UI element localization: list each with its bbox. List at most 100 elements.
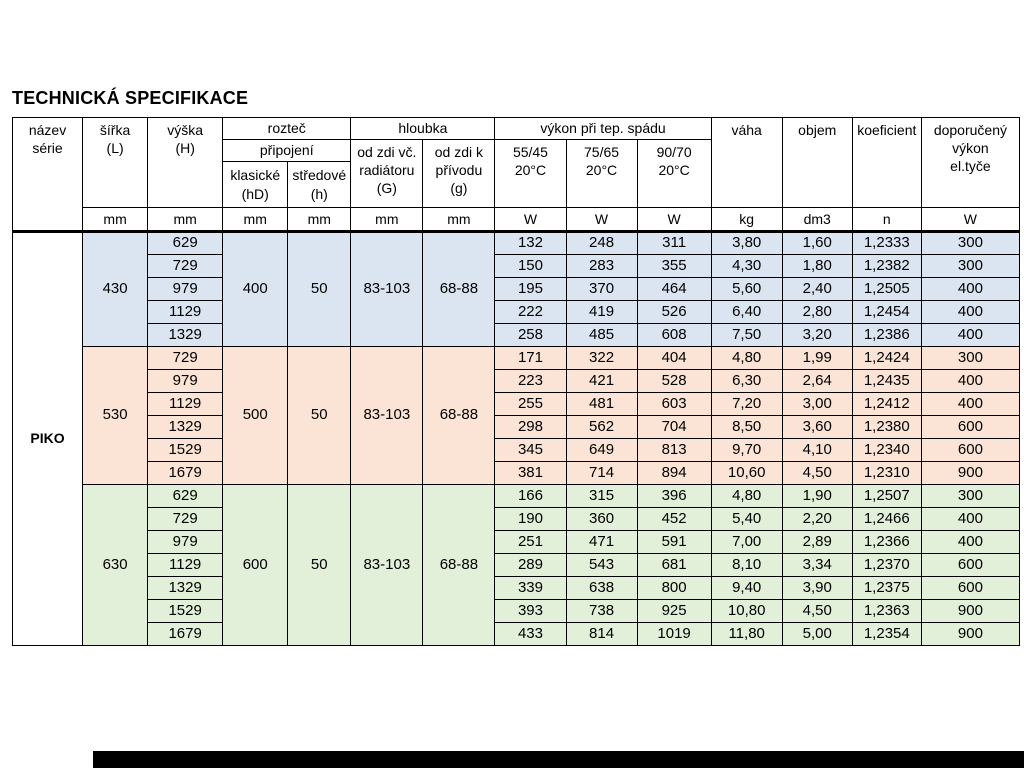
weight-cell: 6,30 xyxy=(710,369,783,393)
weight-cell: 8,50 xyxy=(710,415,783,439)
unit-w3: W xyxy=(636,207,712,233)
power-90-70-cell: 526 xyxy=(636,300,712,324)
power-90-70-cell: 355 xyxy=(636,254,712,278)
depth-g-cell: 68-88 xyxy=(422,484,496,646)
recommended-power-cell: 600 xyxy=(920,553,1021,577)
coefficient-cell: 1,2386 xyxy=(851,323,922,347)
table-row: 979 223 421 528 6,30 2,64 1,2435 400 xyxy=(13,369,1021,393)
width-cell: 530 xyxy=(82,346,149,485)
power-75-65-cell: 248 xyxy=(565,230,638,255)
header-vyska: výška (H) xyxy=(147,117,224,208)
weight-cell: 5,40 xyxy=(710,507,783,531)
header-pripojeni: připojení xyxy=(222,139,352,162)
header-row-1: název série šířka (L) výška (H) rozteč h… xyxy=(11,117,1021,232)
weight-cell: 5,60 xyxy=(710,277,783,301)
weight-cell: 8,10 xyxy=(710,553,783,577)
volume-cell: 3,60 xyxy=(781,415,853,439)
header-hloubka: hloubka xyxy=(350,117,496,140)
power-75-65-cell: 481 xyxy=(565,392,638,416)
table-row: 729 190 360 452 5,40 2,20 1,2466 400 xyxy=(13,507,1021,531)
pitch-central-cell: 50 xyxy=(287,484,352,646)
spec-table-body: PIKO 430 629 400 50 83-103 68-88 132 248 311 3,80 1… xyxy=(11,230,1021,646)
table-row: 530 729 500 50 83-103 68-88 171 322 404 4,80 1,99 1… xyxy=(13,346,1021,485)
depth-g-cell: 68-88 xyxy=(422,230,496,347)
power-90-70-cell: 681 xyxy=(636,553,712,577)
power-90-70-cell: 813 xyxy=(636,438,712,462)
coefficient-cell: 1,2354 xyxy=(851,622,922,646)
power-90-70-cell: 464 xyxy=(636,277,712,301)
power-90-70-cell: 704 xyxy=(636,415,712,439)
power-55-45-cell: 298 xyxy=(494,415,567,439)
coefficient-cell: 1,2382 xyxy=(851,254,922,278)
coefficient-cell: 1,2507 xyxy=(851,484,922,508)
power-75-65-cell: 421 xyxy=(565,369,638,393)
power-75-65-cell: 315 xyxy=(565,484,638,508)
header-sirka: šířka (L) xyxy=(82,117,149,208)
depth-G-cell: 83-103 xyxy=(350,484,424,646)
power-55-45-cell: 223 xyxy=(494,369,567,393)
header-stredove: středové (h) xyxy=(287,161,352,208)
depth-G-cell: 83-103 xyxy=(350,346,424,485)
table-row: 1129 222 419 526 6,40 2,80 1,2454 400 xyxy=(13,300,1021,324)
power-90-70-cell: 404 xyxy=(636,346,712,370)
power-55-45-cell: 132 xyxy=(494,230,567,255)
volume-cell: 1,60 xyxy=(781,230,853,255)
weight-cell: 10,80 xyxy=(710,599,783,623)
power-75-65-cell: 360 xyxy=(565,507,638,531)
series-name-cell: PIKO xyxy=(11,230,84,646)
recommended-power-cell: 600 xyxy=(920,576,1021,600)
coefficient-cell: 1,2375 xyxy=(851,576,922,600)
height-cell: 1329 xyxy=(147,323,224,347)
table-row: 1679 381 714 894 10,60 4,50 1,2310 900 xyxy=(13,461,1021,485)
coefficient-cell: 1,2435 xyxy=(851,369,922,393)
header-nazev-serie: název série xyxy=(11,117,84,232)
height-cell: 1329 xyxy=(147,415,224,439)
power-75-65-cell: 543 xyxy=(565,553,638,577)
recommended-power-cell: 900 xyxy=(920,622,1021,646)
volume-cell: 3,34 xyxy=(781,553,853,577)
page-title: TECHNICKÁ SPECIFIKACE xyxy=(12,88,249,108)
volume-cell: 4,50 xyxy=(781,599,853,623)
coefficient-cell: 1,2363 xyxy=(851,599,922,623)
volume-cell: 2,40 xyxy=(781,277,853,301)
power-90-70-cell: 528 xyxy=(636,369,712,393)
header-temp-75-65: 75/65 20°C xyxy=(565,139,638,208)
recommended-power-cell: 400 xyxy=(920,277,1021,301)
height-cell: 1129 xyxy=(147,392,224,416)
header-row-2: připojení od zdi vč. radiátoru (G) od zd… xyxy=(13,139,1020,208)
pitch-classic-cell: 500 xyxy=(222,346,289,485)
recommended-power-cell: 600 xyxy=(920,438,1021,462)
weight-cell: 11,80 xyxy=(710,622,783,646)
coefficient-cell: 1,2412 xyxy=(851,392,922,416)
header-vykon: výkon při tep. spádu xyxy=(494,117,712,140)
power-55-45-cell: 345 xyxy=(494,438,567,462)
width-cell: 430 xyxy=(82,230,149,347)
depth-G-cell: 83-103 xyxy=(350,230,424,347)
power-75-65-cell: 814 xyxy=(565,622,638,646)
volume-cell: 1,80 xyxy=(781,254,853,278)
header-roztec: rozteč xyxy=(222,117,352,140)
weight-cell: 7,00 xyxy=(710,530,783,554)
power-75-65-cell: 638 xyxy=(565,576,638,600)
unit-koeficient: n xyxy=(851,207,922,233)
height-cell: 729 xyxy=(147,507,224,531)
recommended-power-cell: 600 xyxy=(920,415,1021,439)
weight-cell: 10,60 xyxy=(710,461,783,485)
volume-cell: 2,89 xyxy=(781,530,853,554)
height-cell: 629 xyxy=(147,484,224,508)
recommended-power-cell: 900 xyxy=(920,599,1021,623)
weight-cell: 9,70 xyxy=(710,438,783,462)
power-55-45-cell: 255 xyxy=(494,392,567,416)
table-row: 630 629 600 50 83-103 68-88 166 315 396 4,80 1,90 1… xyxy=(13,484,1021,646)
power-90-70-cell: 591 xyxy=(636,530,712,554)
volume-cell: 3,00 xyxy=(781,392,853,416)
recommended-power-cell: 400 xyxy=(920,507,1021,531)
power-75-65-cell: 649 xyxy=(565,438,638,462)
height-cell: 1529 xyxy=(147,438,224,462)
unit-hloubka-g: mm xyxy=(422,207,496,233)
unit-vaha: kg xyxy=(710,207,783,233)
unit-objem: dm3 xyxy=(781,207,853,233)
height-cell: 1129 xyxy=(147,300,224,324)
recommended-power-cell: 300 xyxy=(920,346,1021,370)
volume-cell: 3,90 xyxy=(781,576,853,600)
